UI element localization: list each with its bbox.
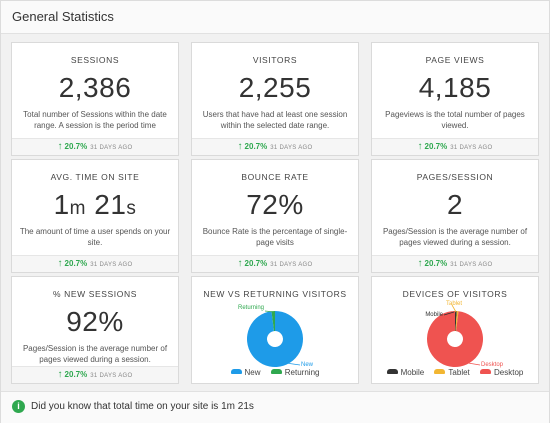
car-icon xyxy=(480,369,492,375)
arrow-up-icon: ↑ xyxy=(237,141,243,152)
car-icon xyxy=(270,369,282,375)
card-desc: The amount of time a user spends on your… xyxy=(19,227,171,247)
panel-title: General Statistics xyxy=(1,1,549,34)
legend-item-tablet[interactable]: Tablet xyxy=(434,368,470,377)
card-value: 2,255 xyxy=(238,72,312,103)
change-period: 31 DAYS AGO xyxy=(270,262,313,268)
pie-slice-tablet[interactable] xyxy=(455,311,459,332)
legend-item-desktop[interactable]: Desktop xyxy=(480,368,523,377)
slice-label: Tablet xyxy=(446,301,462,307)
card-value: 4,185 xyxy=(418,72,492,103)
card-desc: Pages/Session is the average number of p… xyxy=(382,227,528,247)
car-icon xyxy=(386,369,398,375)
card-desc: Pages/Session is the average number of p… xyxy=(22,344,168,364)
chart-title: DEVICES OF VISITORS xyxy=(402,289,508,299)
change-percent: 20.7% xyxy=(424,259,448,268)
car-icon xyxy=(434,369,446,375)
arrow-up-icon: ↑ xyxy=(417,258,423,269)
arrow-up-icon: ↑ xyxy=(417,141,423,152)
tip-bar: i Did you know that total time on your s… xyxy=(1,391,549,423)
card-desc: Total number of Sessions within the date… xyxy=(23,110,167,130)
card-value: 92% xyxy=(66,306,124,337)
card-footer: ↑ 20.7% 31 DAYS AGO xyxy=(372,255,538,272)
pie-slice-new[interactable] xyxy=(247,311,303,367)
change-percent: 20.7% xyxy=(244,142,268,151)
card-value: 72% xyxy=(246,189,304,220)
card-avg-time-on-site: AVG. TIME ON SITE 1m 21s The amount of t… xyxy=(11,159,179,273)
pie-slice-desktop[interactable] xyxy=(427,311,483,367)
change-period: 31 DAYS AGO xyxy=(450,145,493,151)
change-percent: 20.7% xyxy=(244,259,268,268)
card-sessions: SESSIONS 2,386 Total number of Sessions … xyxy=(11,42,179,156)
chart-legend: Mobile Tablet Desktop xyxy=(372,368,538,377)
arrow-up-icon: ↑ xyxy=(57,258,63,269)
card-title: PAGE VIEWS xyxy=(425,55,485,65)
card-new-sessions: % NEW SESSIONS 92% Pages/Session is the … xyxy=(11,276,179,384)
legend-item-returning[interactable]: Returning xyxy=(270,368,319,377)
slice-label: Mobile xyxy=(425,312,443,318)
change-period: 31 DAYS AGO xyxy=(90,145,133,151)
card-page-views: PAGE VIEWS 4,185 Pageviews is the total … xyxy=(371,42,539,156)
card-footer: ↑ 20.7% 31 DAYS AGO xyxy=(12,138,178,155)
card-desc: Pageviews is the total number of pages v… xyxy=(385,110,525,130)
card-footer: ↑ 20.7% 31 DAYS AGO xyxy=(12,255,178,272)
card-bounce-rate: BOUNCE RATE 72% Bounce Rate is the perce… xyxy=(191,159,359,273)
card-visitors: VISITORS 2,255 Users that have had at le… xyxy=(191,42,359,156)
slice-label: Returning xyxy=(238,305,264,311)
info-icon: i xyxy=(12,400,25,413)
card-value: 1m 21s xyxy=(53,189,137,220)
pie-slice-mobile[interactable] xyxy=(455,311,457,332)
slice-label: Desktop xyxy=(481,362,504,368)
slice-leader-line xyxy=(467,362,481,366)
arrow-up-icon: ↑ xyxy=(237,258,243,269)
card-title: PAGES/SESSION xyxy=(416,172,494,182)
card-value: 2,386 xyxy=(58,72,132,103)
change-percent: 20.7% xyxy=(64,142,88,151)
card-value: 2 xyxy=(446,189,464,220)
car-icon xyxy=(230,369,242,375)
slice-label: New xyxy=(301,362,314,368)
card-title: VISITORS xyxy=(252,55,298,65)
pie-slice-returning[interactable] xyxy=(271,311,275,332)
chart-title: NEW VS RETURNING VISITORS xyxy=(203,289,347,299)
card-pages-per-session: PAGES/SESSION 2 Pages/Session is the ave… xyxy=(371,159,539,273)
legend-item-mobile[interactable]: Mobile xyxy=(386,368,424,377)
change-percent: 20.7% xyxy=(424,142,448,151)
card-footer: ↑ 20.7% 31 DAYS AGO xyxy=(12,366,178,383)
card-title: AVG. TIME ON SITE xyxy=(50,172,140,182)
card-title: BOUNCE RATE xyxy=(241,172,309,182)
card-footer: ↑ 20.7% 31 DAYS AGO xyxy=(192,255,358,272)
card-footer: ↑ 20.7% 31 DAYS AGO xyxy=(192,138,358,155)
slice-leader-line xyxy=(285,362,301,366)
card-title: % NEW SESSIONS xyxy=(53,289,137,299)
slice-leader-line xyxy=(451,304,457,313)
card-devices-of-visitors: DEVICES OF VISITORS Tablet Mobile Desktop … xyxy=(371,276,539,384)
arrow-up-icon: ↑ xyxy=(57,369,63,380)
new-vs-returning-pie-chart: Returning New xyxy=(238,305,314,368)
arrow-up-icon: ↑ xyxy=(57,141,63,152)
slice-leader-line xyxy=(264,310,275,313)
card-footer: ↑ 20.7% 31 DAYS AGO xyxy=(372,138,538,155)
change-period: 31 DAYS AGO xyxy=(90,262,133,268)
card-desc: Bounce Rate is the percentage of single-… xyxy=(202,227,348,247)
chart-legend: New Returning xyxy=(192,368,358,377)
change-percent: 20.7% xyxy=(64,259,88,268)
change-percent: 20.7% xyxy=(64,370,88,379)
legend-item-new[interactable]: New xyxy=(230,368,261,377)
change-period: 31 DAYS AGO xyxy=(270,145,313,151)
change-period: 31 DAYS AGO xyxy=(450,262,493,268)
tip-text: Did you know that total time on your sit… xyxy=(31,401,254,412)
change-period: 31 DAYS AGO xyxy=(90,373,133,379)
card-new-vs-returning: NEW VS RETURNING VISITORS Returning New N… xyxy=(191,276,359,384)
card-desc: Users that have had at least one session… xyxy=(202,110,348,130)
card-title: SESSIONS xyxy=(70,55,120,65)
slice-leader-line xyxy=(443,311,455,316)
